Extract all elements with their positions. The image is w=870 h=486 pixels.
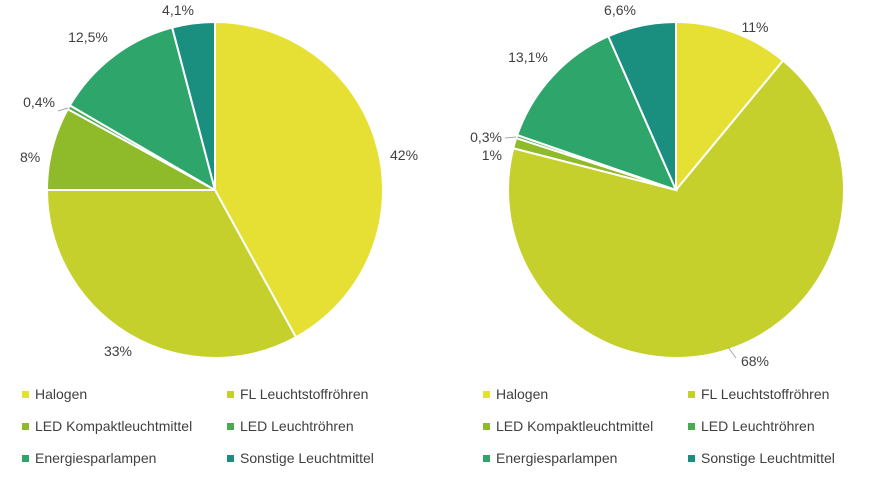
legend-item: Sonstige Leuchtmittel: [227, 450, 374, 466]
legend-label: LED Leuchtröhren: [240, 418, 354, 434]
pie-1-leader-3: [504, 136, 517, 139]
pie-0-slice-5: [170, 20, 216, 191]
legend-swatch: [22, 422, 29, 430]
pie-0-slice-0: [214, 20, 385, 339]
legend-label: Energiesparlampen: [496, 450, 618, 466]
pie-1-data-label-1: 68%: [741, 353, 769, 369]
pie-0-data-label-1: 33%: [104, 343, 132, 359]
pie-0-data-label-3: 0,4%: [23, 94, 55, 110]
pie-0-slice-1: [45, 189, 298, 360]
pie-1-slice-4: [515, 34, 678, 192]
legend-item: Halogen: [483, 386, 548, 402]
legend-label: LED Kompaktleuchtmittel: [35, 418, 193, 434]
legend-label: Halogen: [496, 386, 549, 402]
legend-swatch: [483, 390, 490, 398]
legend-item: LED Leuchtröhren: [688, 418, 815, 434]
legend-swatch: [227, 454, 234, 462]
legend-swatch: [688, 390, 695, 398]
legend-item: LED Kompaktleuchtmittel: [483, 418, 653, 434]
pie-1-data-label-5: 6,6%: [604, 2, 636, 18]
legend-item: FL Leuchtstoffröhren: [227, 386, 368, 402]
pie-0-data-label-0: 42%: [390, 147, 418, 163]
pie-0-data-label-5: 4,1%: [162, 2, 194, 18]
legend-item: Energiesparlampen: [483, 450, 617, 466]
pie-0-slice-4: [68, 26, 217, 193]
pie-1-leader-1: [727, 346, 737, 359]
legend-item: Energiesparlampen: [22, 450, 156, 466]
legend-left: Halogen FL Leuchtstoffröhren LED Kompaktle…: [22, 386, 442, 486]
legend-item: FL Leuchtstoffröhren: [688, 386, 829, 402]
pie-1-data-label-4: 13,1%: [508, 49, 548, 65]
legend-label: Sonstige Leuchtmittel: [701, 450, 835, 466]
pie-1-data-label-2: 1%: [482, 147, 502, 163]
legend-label: Energiesparlampen: [35, 450, 157, 466]
legend-swatch: [22, 454, 29, 462]
pie-1-slice-1: [507, 59, 845, 359]
pie-1-slice-5: [606, 20, 677, 191]
legend-right: Halogen FL Leuchtstoffröhren LED Kompaktle…: [483, 386, 870, 486]
legend-swatch: [227, 390, 234, 398]
legend-label: Sonstige Leuchtmittel: [240, 450, 374, 466]
pie-0-data-label-4: 12,5%: [68, 29, 108, 45]
pie-1-slice-0: [675, 20, 785, 193]
legend-label: FL Leuchtstoffröhren: [701, 386, 830, 402]
legend-item: Halogen: [22, 386, 87, 402]
legend-item: LED Leuchtröhren: [227, 418, 354, 434]
legend-swatch: [688, 422, 695, 430]
legend-label: Halogen: [35, 386, 88, 402]
legend-swatch: [688, 454, 695, 462]
legend-swatch: [22, 390, 29, 398]
legend-label: LED Leuchtröhren: [701, 418, 815, 434]
legend-swatch: [483, 454, 490, 462]
pie-1-data-label-3: 0,3%: [470, 129, 502, 145]
legend-item: LED Kompaktleuchtmittel: [22, 418, 192, 434]
legend-swatch: [227, 422, 234, 430]
pie-0-leader-3: [57, 107, 69, 112]
legend-label: LED Kompaktleuchtmittel: [496, 418, 654, 434]
legend-item: Sonstige Leuchtmittel: [688, 450, 835, 466]
pie-0-data-label-2: 8%: [20, 149, 40, 165]
pie-1-data-label-0: 11%: [742, 19, 769, 35]
legend-swatch: [483, 422, 490, 430]
legend-label: FL Leuchtstoffröhren: [240, 386, 369, 402]
